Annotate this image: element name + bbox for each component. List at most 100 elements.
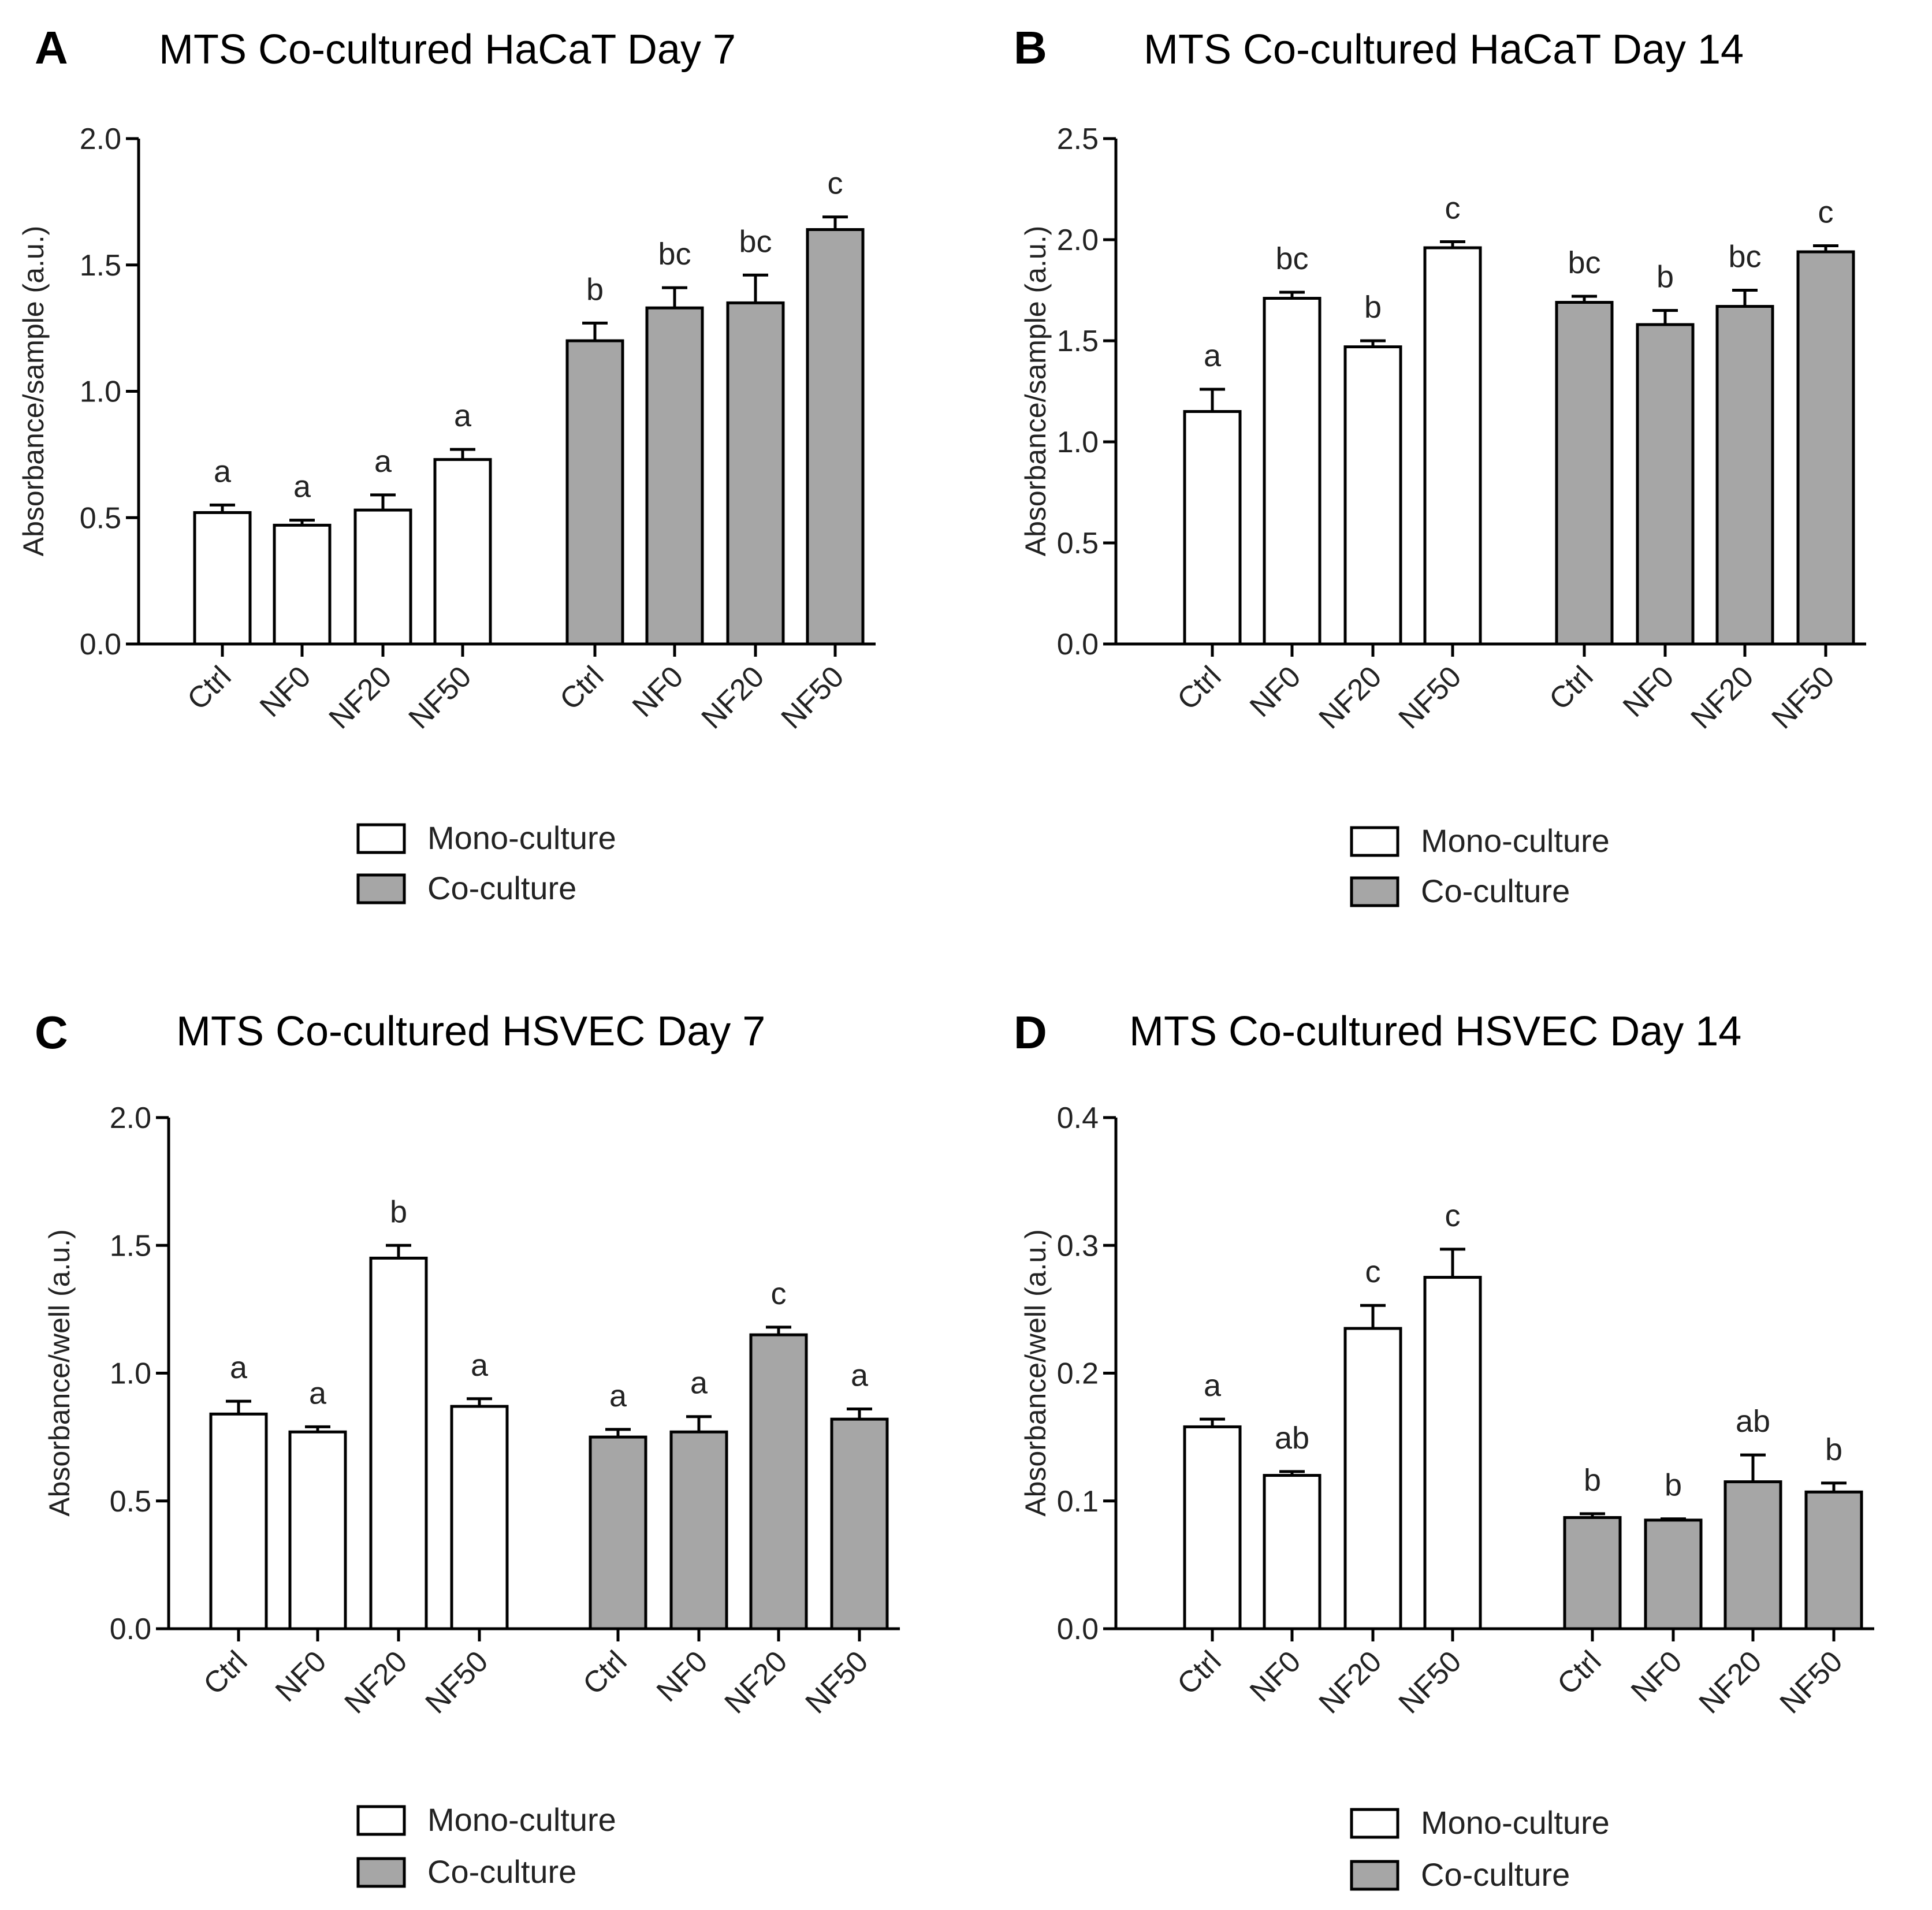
significance-label: c xyxy=(1445,1198,1461,1233)
significance-label: bc xyxy=(739,224,772,259)
chart-title: MTS Co-cultured HaCaT Day 7 xyxy=(159,27,736,73)
y-tick-label: 0.5 xyxy=(1057,527,1099,560)
bar-co-ctrl xyxy=(1563,1516,1622,1630)
x-tick-label: NF50 xyxy=(1774,1644,1849,1720)
error-bar xyxy=(1572,295,1597,303)
significance-label: bc xyxy=(1275,241,1308,276)
significance-label: b xyxy=(390,1194,407,1229)
error-bar xyxy=(1360,1304,1386,1329)
x-tick-label: NF0 xyxy=(650,1644,714,1708)
x-tick-label: NF50 xyxy=(419,1644,495,1720)
chart-title: MTS Co-cultured HaCaT Day 14 xyxy=(1144,27,1744,73)
bar-co-nf0 xyxy=(1644,1518,1703,1630)
error-bar xyxy=(450,448,475,460)
x-tick-label: NF20 xyxy=(695,660,771,735)
bar-mono-nf50 xyxy=(450,1405,509,1630)
significance-label: c xyxy=(1365,1254,1381,1289)
significance-label: b xyxy=(1584,1463,1601,1498)
significance-label: ab xyxy=(1736,1404,1770,1439)
x-tick-label: NF20 xyxy=(1685,660,1760,735)
bar-mono-nf50 xyxy=(1423,246,1482,646)
bar-co-nf50 xyxy=(1796,250,1855,646)
x-tick-label: Ctrl xyxy=(1171,1644,1227,1701)
x-tick-label: NF20 xyxy=(1313,1644,1388,1720)
chart-title: MTS Co-cultured HSVEC Day 14 xyxy=(1129,1008,1741,1055)
y-tick-label: 0.0 xyxy=(1057,1613,1099,1646)
significance-label: a xyxy=(309,1376,327,1410)
y-tick-label: 0.0 xyxy=(1057,628,1099,661)
error-bar xyxy=(305,1425,330,1432)
x-tick-label: NF50 xyxy=(1393,660,1468,735)
y-axis-label: Absorbance/sample (a.u.) xyxy=(17,226,50,557)
bar-mono-nf20 xyxy=(369,1256,428,1630)
x-tick-label: NF0 xyxy=(1244,1644,1307,1708)
error-bar xyxy=(386,1243,411,1259)
y-tick-label: 2.0 xyxy=(80,122,121,156)
y-axis-label: Absorbance/well (a.u.) xyxy=(1019,1229,1052,1516)
x-tick-label: NF50 xyxy=(1766,660,1841,735)
y-tick-label: 1.5 xyxy=(110,1229,151,1263)
y-tick-label: 0.2 xyxy=(1057,1357,1099,1391)
error-bar xyxy=(766,1326,791,1335)
y-tick-label: 1.0 xyxy=(80,375,121,409)
legend-label: Co-culture xyxy=(427,1853,576,1890)
x-tick-label: NF0 xyxy=(269,1644,333,1708)
bar-co-nf20 xyxy=(1715,305,1774,646)
y-tick-label: 0.3 xyxy=(1057,1229,1099,1263)
x-tick-label: NF50 xyxy=(403,660,478,735)
x-tick-label: Ctrl xyxy=(576,1644,633,1701)
error-bar xyxy=(1440,1248,1465,1278)
x-tick-label: NF0 xyxy=(1625,1644,1688,1708)
y-tick-label: 1.5 xyxy=(80,249,121,282)
legend-swatch-mono xyxy=(356,823,406,854)
error-bar xyxy=(1200,388,1225,412)
panel-c: C MTS Co-cultured HSVEC Day 7 0.0 0.5 1.0 1.5… xyxy=(35,1007,900,1890)
error-bar xyxy=(1580,1512,1605,1518)
significance-label: b xyxy=(1364,290,1382,325)
x-tick-label: Ctrl xyxy=(1171,660,1227,716)
significance-label: b xyxy=(1665,1468,1682,1503)
panel-letter: A xyxy=(35,22,68,73)
significance-label: a xyxy=(609,1379,627,1413)
legend-swatch-co xyxy=(356,873,406,904)
legend-swatch-mono xyxy=(1350,826,1399,857)
bar-co-ctrl xyxy=(1555,301,1614,646)
bar-mono-nf0 xyxy=(1263,1474,1321,1630)
significance-label: b xyxy=(1825,1432,1842,1467)
error-bar xyxy=(210,503,235,513)
x-tick-label: NF20 xyxy=(719,1644,794,1720)
error-bar xyxy=(847,1407,872,1420)
x-tick-label: NF20 xyxy=(323,660,399,735)
x-tick-label: NF0 xyxy=(1617,660,1680,723)
legend-label: Mono-culture xyxy=(1421,1804,1610,1841)
y-tick-label: 1.0 xyxy=(110,1357,151,1391)
legend-label: Mono-culture xyxy=(427,820,616,856)
significance-label: a xyxy=(1204,338,1222,373)
error-bar xyxy=(226,1399,251,1414)
bar-co-nf20 xyxy=(749,1333,808,1630)
panel-d: D MTS Co-cultured HSVEC Day 14 0.0 0.1 0.2 0.… xyxy=(1014,1007,1874,1893)
error-bar xyxy=(582,321,608,341)
error-bar xyxy=(662,286,687,308)
significance-label: ab xyxy=(1275,1421,1309,1455)
bar-mono-ctrl xyxy=(1183,410,1242,646)
error-bar xyxy=(1279,291,1305,299)
bar-co-nf20 xyxy=(1723,1480,1782,1630)
significance-label: b xyxy=(586,272,604,307)
panel-letter: C xyxy=(35,1007,68,1058)
x-tick-label: NF0 xyxy=(626,660,690,723)
chart-title: MTS Co-cultured HSVEC Day 7 xyxy=(176,1008,765,1055)
y-axis-label: Absorbance/sample (a.u.) xyxy=(1019,226,1052,557)
error-bar xyxy=(289,519,315,526)
error-bar xyxy=(1813,244,1838,252)
y-tick-label: 2.0 xyxy=(110,1101,151,1135)
bar-co-nf50 xyxy=(830,1417,889,1630)
legend-swatch-co xyxy=(356,1857,406,1888)
y-tick-label: 0.4 xyxy=(1057,1101,1099,1135)
significance-label: a xyxy=(230,1350,248,1385)
bar-mono-nf20 xyxy=(1343,1327,1402,1630)
y-tick-label: 0.0 xyxy=(110,1613,151,1646)
bar-co-nf0 xyxy=(669,1430,728,1630)
significance-label: bc xyxy=(1728,240,1761,274)
